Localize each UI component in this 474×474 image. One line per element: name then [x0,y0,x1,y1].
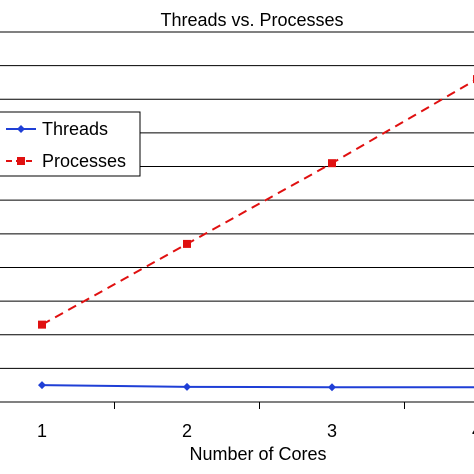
data-point [38,381,46,390]
series-threads [38,381,474,392]
x-axis-label: Number of Cores [189,444,326,464]
legend-entry: Processes [6,151,126,171]
series-line [41,79,474,326]
series-line [41,384,474,389]
x-tick-label: 1 [37,421,47,441]
data-point [183,382,191,391]
data-point [328,159,336,168]
axes [0,401,474,409]
legend-label: Processes [42,151,126,171]
x-tick-labels: 1 2 3 4 [37,421,474,441]
data-point [38,320,46,329]
legend-items: Threads Processes [6,119,126,171]
data-point [328,383,336,392]
legend-label: Threads [42,119,108,139]
legend-marker [17,125,25,133]
x-tick-label: 3 [327,421,337,441]
legend-box [0,111,141,177]
gridlines [0,31,474,369]
chart-title: Threads vs. Processes [160,10,343,30]
x-tick-label: 4 [472,421,474,441]
legend-entry: Threads [6,119,108,139]
series-lines [38,75,474,392]
data-point [183,239,191,248]
x-tick-label: 2 [182,421,192,441]
legend-marker [17,157,25,165]
legend: Threads Processes [0,111,141,177]
